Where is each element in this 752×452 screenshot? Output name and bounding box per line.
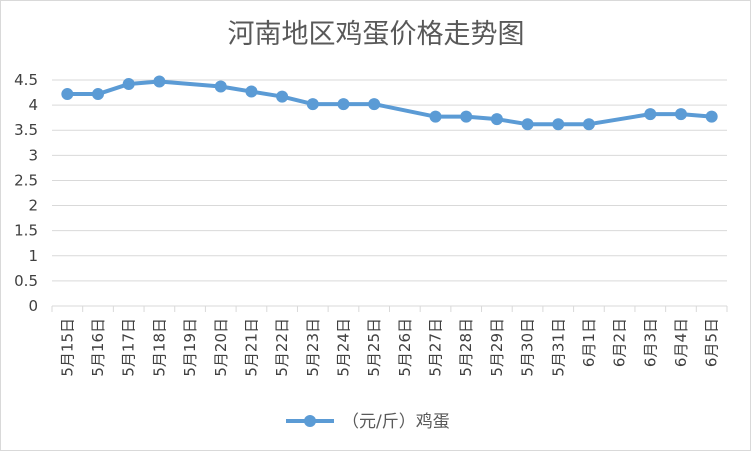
- data-point: [337, 98, 350, 111]
- data-point: [429, 110, 442, 123]
- y-tick-label: 4.5: [14, 71, 38, 89]
- x-tick-label: 5月18日: [150, 318, 168, 377]
- x-axis: 5月15日 5月16日 5月17日 5月18日 5月19日 5月20日 5月21日 5月22日…: [51, 305, 728, 377]
- x-tick-label: 5月29日: [488, 318, 506, 377]
- y-tick-label: 1.5: [14, 222, 38, 240]
- y-tick-label: 0.5: [14, 272, 38, 290]
- x-tick-label: 6月4日: [672, 318, 690, 367]
- data-point: [122, 78, 135, 91]
- x-tick-label: 6月5日: [703, 318, 721, 367]
- gridlines: [52, 79, 727, 307]
- data-point: [460, 110, 473, 123]
- data-point: [153, 75, 166, 88]
- x-tick-label: 5月19日: [181, 318, 199, 377]
- legend-marker: [304, 415, 316, 427]
- y-tick-label: 4: [28, 96, 38, 114]
- x-tick-label: 5月27日: [427, 318, 445, 377]
- x-tick-label: 5月30日: [519, 318, 537, 377]
- y-tick-label: 3: [28, 146, 38, 164]
- x-tick-label: 5月21日: [242, 318, 260, 377]
- x-tick-label: 5月26日: [396, 318, 414, 377]
- data-point: [521, 118, 534, 131]
- y-tick-label: 3.5: [14, 121, 38, 139]
- y-axis-ticks: 0 0.5 1 1.5 2 2.5 3 3.5 4 4.5: [14, 71, 38, 315]
- legend: （元/斤）鸡蛋: [286, 412, 450, 432]
- data-point: [368, 98, 381, 111]
- x-tick-label: 6月3日: [641, 318, 659, 367]
- data-point: [92, 88, 105, 101]
- x-tick-label: 5月15日: [58, 318, 76, 377]
- data-point: [644, 108, 657, 121]
- legend-label: （元/斤）鸡蛋: [342, 412, 450, 432]
- data-point: [490, 113, 503, 126]
- x-tick-label: 5月23日: [304, 318, 322, 377]
- x-tick-label: 5月25日: [365, 318, 383, 377]
- y-tick-label: 0: [28, 297, 38, 315]
- x-tick-label: 6月1日: [580, 318, 598, 367]
- series-eggs: [61, 75, 718, 131]
- x-tick-label: 5月24日: [334, 318, 352, 377]
- x-tick-label: 5月16日: [89, 318, 107, 377]
- x-tick-label: 5月17日: [120, 318, 138, 377]
- y-tick-label: 1: [28, 247, 38, 265]
- y-tick-label: 2: [28, 197, 38, 215]
- data-point: [306, 98, 319, 111]
- data-point: [552, 118, 565, 131]
- data-point: [276, 90, 289, 103]
- x-tick-label: 5月22日: [273, 318, 291, 377]
- data-point: [245, 85, 258, 98]
- y-tick-label: 2.5: [14, 171, 38, 189]
- data-point: [705, 110, 718, 123]
- data-point: [582, 118, 595, 131]
- data-point: [61, 88, 74, 101]
- x-tick-label: 5月31日: [549, 318, 567, 377]
- x-tick-label: 5月28日: [457, 318, 475, 377]
- data-point: [214, 80, 227, 93]
- x-tick-label: 6月2日: [611, 318, 629, 367]
- series-line: [65, 79, 714, 127]
- chart-title: 河南地区鸡蛋价格走势图: [228, 19, 525, 50]
- data-point: [674, 108, 687, 121]
- x-tick-label: 5月20日: [212, 318, 230, 377]
